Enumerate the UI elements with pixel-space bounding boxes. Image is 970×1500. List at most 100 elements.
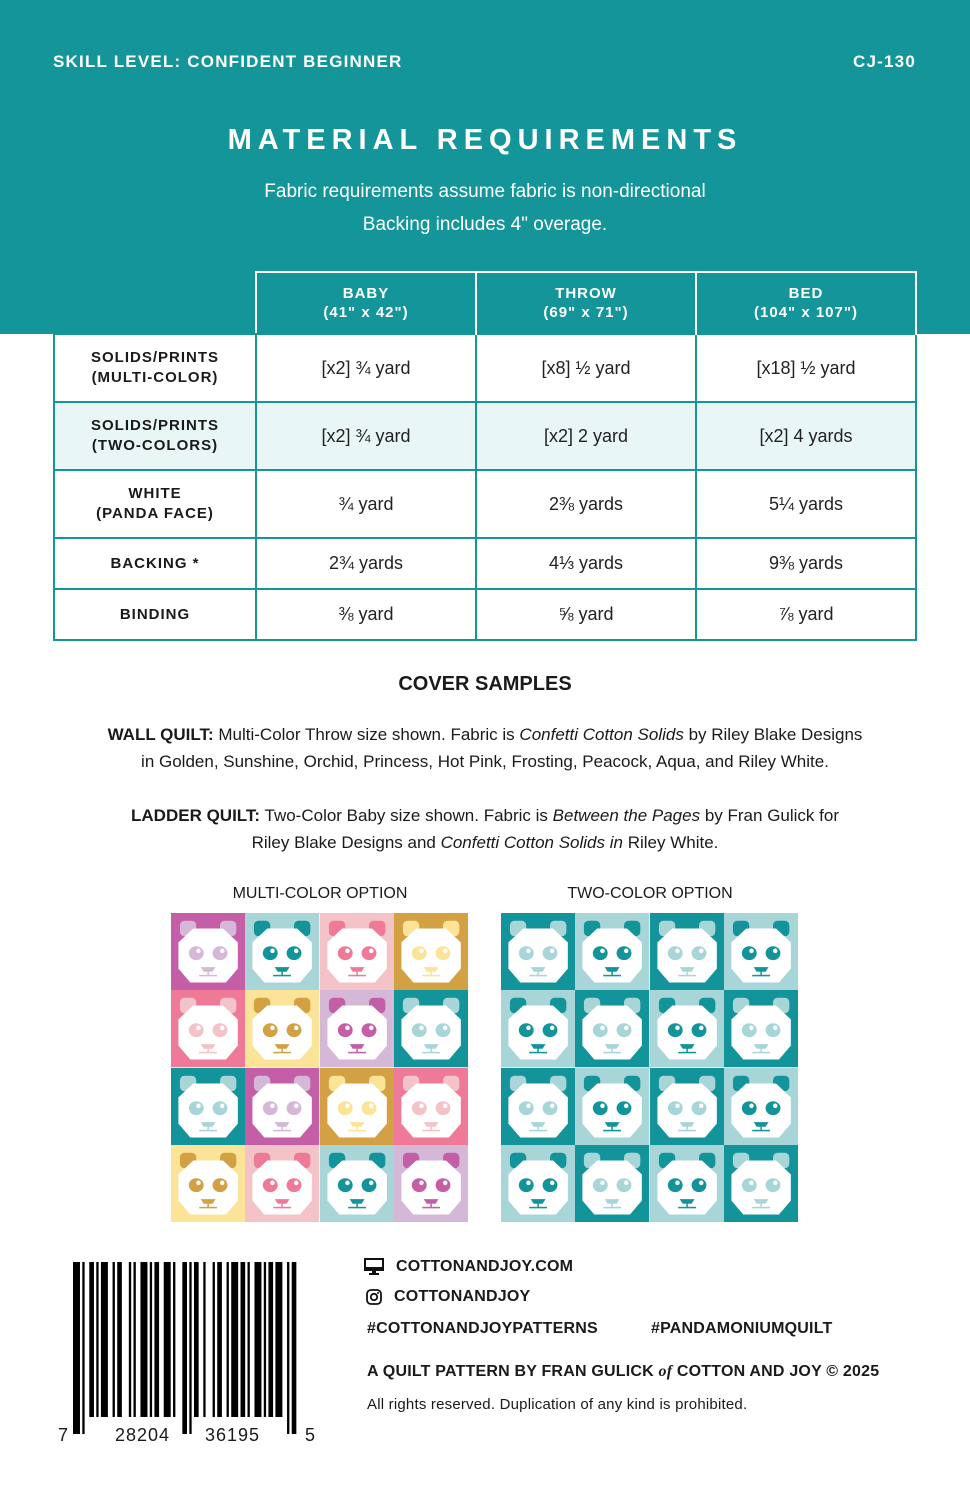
panda-face-icon bbox=[575, 1144, 650, 1222]
panda-face-icon bbox=[723, 990, 798, 1068]
table-row: BINDING ⅜ yard ⅝ yard ⅞ yard bbox=[53, 588, 917, 641]
barcode-bar bbox=[193, 1262, 199, 1417]
barcode-bar bbox=[112, 1262, 115, 1417]
cell: ⅜ yard bbox=[255, 588, 477, 641]
cell: 2⅜ yards bbox=[475, 469, 697, 539]
panda-face-icon bbox=[575, 913, 650, 991]
panda-block bbox=[245, 990, 320, 1068]
cell: [x8] ½ yard bbox=[475, 333, 697, 403]
corner-cell bbox=[54, 272, 257, 335]
barcode-bar bbox=[173, 1262, 176, 1417]
barcode-bar bbox=[247, 1262, 250, 1417]
pattern-code: CJ-130 bbox=[853, 52, 916, 71]
row-label: SOLIDS/PRINTS (MULTI-COLOR) bbox=[53, 333, 257, 403]
fabric-note: Fabric requirements assume fabric is non… bbox=[264, 181, 706, 202]
panda-block bbox=[171, 1144, 246, 1222]
ladder-quilt-text: LADDER QUILT: Two-Color Baby size shown.… bbox=[131, 806, 839, 852]
col-bed: BED (104" x 107") bbox=[695, 271, 917, 334]
panda-face-icon bbox=[723, 1067, 798, 1145]
panda-block bbox=[723, 1144, 798, 1222]
table-row: BACKING * 2¾ yards 4⅓ yards 9⅜ yards bbox=[53, 537, 917, 590]
panda-face-icon bbox=[171, 1144, 246, 1222]
monitor-icon bbox=[364, 1258, 384, 1275]
panda-face-icon bbox=[171, 913, 246, 991]
panda-face-icon bbox=[723, 1144, 798, 1222]
barcode-bar bbox=[189, 1262, 192, 1434]
credit-line: A QUILT PATTERN BY FRAN GULICK of COTTON… bbox=[367, 1363, 880, 1380]
barcode-bar bbox=[275, 1262, 283, 1417]
website-link[interactable]: COTTONANDJOY.COM bbox=[364, 1258, 573, 1276]
barcode-bar bbox=[263, 1262, 267, 1417]
panda-face-icon bbox=[319, 990, 394, 1068]
barcode-bar bbox=[140, 1262, 148, 1417]
two-color-label: TWO-COLOR OPTION bbox=[567, 885, 733, 902]
backing-note: Backing includes 4" overage. bbox=[362, 214, 608, 235]
table-row: SOLIDS/PRINTS (TWO-COLORS) [x2] ¾ yard [x… bbox=[53, 401, 917, 471]
panda-face-icon bbox=[723, 913, 798, 991]
barcode-bar bbox=[117, 1262, 122, 1417]
barcode-bar bbox=[149, 1262, 153, 1417]
hashtag-quilt: #PANDAMONIUMQUILT bbox=[651, 1320, 833, 1337]
cell: ⅝ yard bbox=[475, 588, 697, 641]
panda-block bbox=[649, 990, 724, 1068]
barcode-bar bbox=[291, 1262, 297, 1434]
wall-quilt-text: WALL QUILT: Multi-Color Throw size shown… bbox=[107, 725, 863, 771]
barcode bbox=[73, 1262, 297, 1434]
panda-block bbox=[245, 1067, 320, 1145]
cell: [x2] 2 yard bbox=[475, 401, 697, 471]
panda-block bbox=[393, 1067, 468, 1145]
instagram-link[interactable]: COTTONANDJOY bbox=[366, 1288, 530, 1306]
panda-block bbox=[501, 1067, 576, 1145]
barcode-bar bbox=[287, 1262, 290, 1434]
barcode-bar bbox=[73, 1262, 80, 1434]
barcode-bar bbox=[268, 1262, 274, 1417]
panda-block bbox=[649, 1067, 724, 1145]
panda-face-icon bbox=[393, 913, 468, 991]
panda-face-icon bbox=[393, 990, 468, 1068]
table-row: WHITE (PANDA FACE) ¾ yard 2⅜ yards 5¼ yar… bbox=[53, 469, 917, 539]
row-label: BACKING * bbox=[53, 537, 257, 590]
panda-block bbox=[575, 1067, 650, 1145]
panda-block bbox=[575, 913, 650, 991]
panda-block bbox=[501, 990, 576, 1068]
two-color-quilt-image bbox=[501, 913, 798, 1222]
panda-block bbox=[171, 990, 246, 1068]
col-throw: THROW (69" x 71") bbox=[475, 271, 697, 334]
panda-face-icon bbox=[245, 913, 320, 991]
panda-face-icon bbox=[649, 990, 724, 1068]
rights-notice: All rights reserved. Duplication of any … bbox=[367, 1396, 748, 1413]
barcode-digit: 5 bbox=[305, 1425, 316, 1445]
cover-samples-heading: COVER SAMPLES bbox=[398, 673, 572, 695]
panda-block bbox=[649, 913, 724, 991]
cell: 2¾ yards bbox=[255, 537, 477, 590]
panda-face-icon bbox=[501, 1144, 576, 1222]
panda-block bbox=[319, 913, 394, 991]
panda-face-icon bbox=[501, 1067, 576, 1145]
barcode-bar bbox=[89, 1262, 94, 1417]
cell: 9⅜ yards bbox=[695, 537, 917, 590]
panda-block bbox=[319, 990, 394, 1068]
panda-block bbox=[393, 1144, 468, 1222]
panda-face-icon bbox=[393, 1067, 468, 1145]
panda-face-icon bbox=[649, 1067, 724, 1145]
panda-block bbox=[575, 1144, 650, 1222]
panda-face-icon bbox=[393, 1144, 468, 1222]
barcode-bar bbox=[100, 1262, 108, 1417]
panda-block bbox=[393, 913, 468, 991]
barcode-bar bbox=[240, 1262, 246, 1417]
panda-block bbox=[245, 1144, 320, 1222]
barcode-bar bbox=[128, 1262, 132, 1417]
panda-block bbox=[723, 913, 798, 991]
multi-color-quilt-image bbox=[171, 913, 468, 1222]
cell: ⅞ yard bbox=[695, 588, 917, 641]
panda-face-icon bbox=[501, 990, 576, 1068]
skill-level: SKILL LEVEL: CONFIDENT BEGINNER bbox=[53, 52, 403, 71]
panda-face-icon bbox=[245, 1067, 320, 1145]
panda-face-icon bbox=[501, 913, 576, 991]
row-label: BINDING bbox=[53, 588, 257, 641]
cell: [x2] ¾ yard bbox=[255, 333, 477, 403]
panda-block bbox=[501, 913, 576, 991]
panda-face-icon bbox=[649, 1144, 724, 1222]
barcode-bar bbox=[212, 1262, 215, 1417]
panda-face-icon bbox=[245, 990, 320, 1068]
